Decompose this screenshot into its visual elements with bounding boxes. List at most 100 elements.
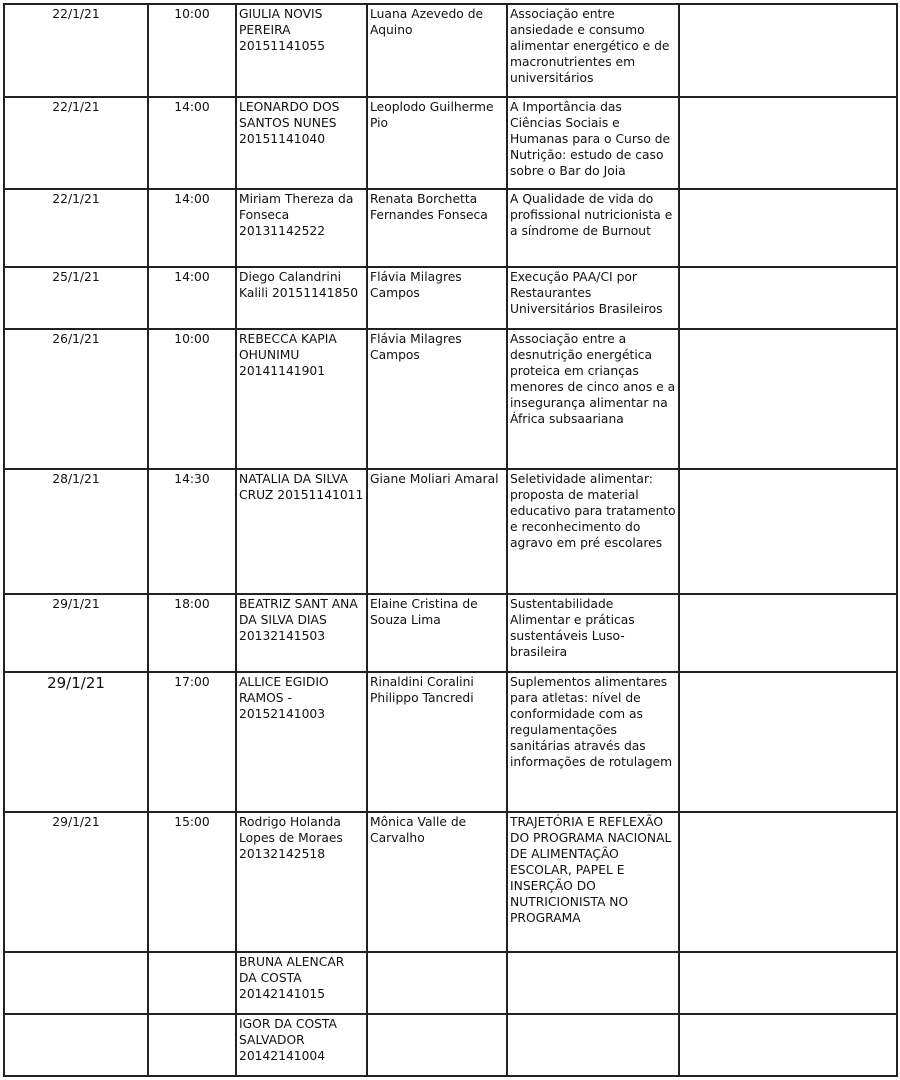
time-cell: 14:30 [147,468,237,595]
student-cell-text: NATALIA DA SILVA CRUZ 20151141011 [239,472,364,502]
date-cell-text: 22/1/21 [52,7,100,21]
advisor-cell: Renata Borchetta Fernandes Fonseca [366,188,508,268]
advisor-cell-text [370,954,504,1012]
advisor-cell: Giane Moliari Amaral [366,468,508,595]
notes-cell-text [682,1016,894,1074]
notes-cell-text [682,954,894,1012]
advisor-cell-text: Renata Borchetta Fernandes Fonseca [370,192,488,222]
table-row: 29/1/21 18:00 BEATRIZ SANT ANA DA SILVA DI… [3,593,898,673]
title-cell-text: Suplementos alimentares para atletas: ní… [510,675,673,769]
title-cell-text: Sustentabilidade Alimentar e práticas su… [510,597,635,659]
advisor-cell-text: Elaine Cristina de Souza Lima [370,597,478,627]
title-cell-text: Associação entre ansiedade e consumo ali… [510,7,670,85]
title-cell-text: Execução PAA/CI por Restaurantes Univers… [510,270,663,316]
advisor-cell-text: Giane Moliari Amaral [370,472,499,486]
advisor-cell-text [370,1016,504,1074]
date-cell: 25/1/21 [3,266,149,330]
time-cell-text: 18:00 [174,597,210,611]
notes-cell [678,671,898,813]
title-cell [506,1013,680,1077]
student-cell-text: REBECCA KAPIA OHUNIMU 20141141901 [239,332,337,378]
table-row: 29/1/21 17:00 ALLICE EGIDIO RAMOS - 201521… [3,671,898,813]
table-row: IGOR DA COSTA SALVADOR 20142141004 [3,1013,898,1077]
notes-cell-text [682,6,894,95]
notes-cell-text [682,331,894,467]
time-cell-text: 10:00 [174,7,210,21]
title-cell: Execução PAA/CI por Restaurantes Univers… [506,266,680,330]
title-cell-text [510,1016,676,1074]
student-cell-text: BEATRIZ SANT ANA DA SILVA DIAS 201321415… [239,597,358,643]
date-cell: 22/1/21 [3,3,149,98]
date-cell-text [7,1016,145,1074]
time-cell [147,1013,237,1077]
date-cell: 28/1/21 [3,468,149,595]
notes-cell [678,96,898,190]
advisor-cell: Leoplodo Guilherme Pio [366,96,508,190]
title-cell-text: Seletividade alimentar: proposta de mate… [510,472,676,550]
student-cell: GIULIA NOVIS PEREIRA 20151141055 [235,3,368,98]
notes-cell [678,1013,898,1077]
title-cell: Associação entre a desnutrição energétic… [506,328,680,470]
student-cell: NATALIA DA SILVA CRUZ 20151141011 [235,468,368,595]
advisor-cell: Rinaldini Coralini Philippo Tancredi [366,671,508,813]
date-cell: 22/1/21 [3,188,149,268]
advisor-cell-text: Rinaldini Coralini Philippo Tancredi [370,675,474,705]
date-cell: 26/1/21 [3,328,149,470]
time-cell-text [151,954,233,1012]
table-row: 22/1/21 10:00 GIULIA NOVIS PEREIRA 2015114… [3,3,898,98]
date-cell: 29/1/21 [3,811,149,953]
notes-cell-text [682,596,894,670]
date-cell: 29/1/21 [3,593,149,673]
notes-cell-text [682,269,894,327]
title-cell: Seletividade alimentar: proposta de mate… [506,468,680,595]
time-cell [147,951,237,1015]
title-cell: Associação entre ansiedade e consumo ali… [506,3,680,98]
date-cell-text: 22/1/21 [52,100,100,114]
time-cell: 14:00 [147,96,237,190]
date-cell-text [7,954,145,1012]
notes-cell-text [682,191,894,265]
time-cell: 14:00 [147,188,237,268]
title-cell: TRAJETÓRIA E REFLEXÃO DO PROGRAMA NACION… [506,811,680,953]
student-cell: Miriam Thereza da Fonseca 20131142522 [235,188,368,268]
student-cell: IGOR DA COSTA SALVADOR 20142141004 [235,1013,368,1077]
date-cell [3,951,149,1015]
title-cell-text: A Qualidade de vida do profissional nutr… [510,192,673,238]
student-cell: ALLICE EGIDIO RAMOS - 20152141003 [235,671,368,813]
notes-cell-text [682,99,894,187]
time-cell-text: 14:00 [174,270,210,284]
date-cell-text: 26/1/21 [52,332,100,346]
table-row: 22/1/21 14:00 Miriam Thereza da Fonseca 20… [3,188,898,268]
defense-schedule-table: 22/1/21 10:00 GIULIA NOVIS PEREIRA 2015114… [3,3,898,1077]
time-cell-text: 10:00 [174,332,210,346]
advisor-cell [366,1013,508,1077]
advisor-cell: Mônica Valle de Carvalho [366,811,508,953]
time-cell-text: 17:00 [174,675,210,689]
notes-cell-text [682,471,894,592]
notes-cell-text [682,814,894,950]
table-row: 22/1/21 14:00 LEONARDO DOS SANTOS NUNES 20… [3,96,898,190]
advisor-cell-text: Leoplodo Guilherme Pio [370,100,494,130]
advisor-cell: Elaine Cristina de Souza Lima [366,593,508,673]
date-cell: 29/1/21 [3,671,149,813]
time-cell: 10:00 [147,3,237,98]
title-cell: Suplementos alimentares para atletas: ní… [506,671,680,813]
notes-cell [678,468,898,595]
student-cell-text: Miriam Thereza da Fonseca 20131142522 [239,192,354,238]
advisor-cell-text: Luana Azevedo de Aquino [370,7,484,37]
student-cell-text: ALLICE EGIDIO RAMOS - 20152141003 [239,675,329,721]
table-row: 25/1/21 14:00 Diego Calandrini Kalili 2015… [3,266,898,330]
date-cell: 22/1/21 [3,96,149,190]
advisor-cell-text: Flávia Milagres Campos [370,270,462,300]
title-cell [506,951,680,1015]
table-row: BRUNA ALENCAR DA COSTA 20142141015 [3,951,898,1015]
date-cell-text: 28/1/21 [52,472,100,486]
student-cell-text: BRUNA ALENCAR DA COSTA 20142141015 [239,955,345,1001]
student-cell-text: LEONARDO DOS SANTOS NUNES 20151141040 [239,100,340,146]
title-cell-text: TRAJETÓRIA E REFLEXÃO DO PROGRAMA NACION… [510,815,672,925]
date-cell [3,1013,149,1077]
time-cell-text: 15:00 [174,815,210,829]
student-cell: Rodrigo Holanda Lopes de Moraes 20132142… [235,811,368,953]
notes-cell [678,3,898,98]
title-cell: A Qualidade de vida do profissional nutr… [506,188,680,268]
